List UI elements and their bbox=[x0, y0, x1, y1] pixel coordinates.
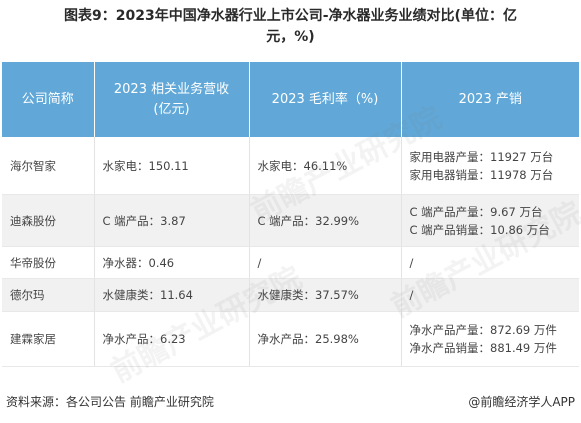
table-row: 建霖家居 净水产品：6.23 净水产品：25.98% 净水产品产量：872.69… bbox=[2, 311, 579, 367]
production-line-1: / bbox=[409, 255, 414, 270]
cell-margin: C 端产品：32.99% bbox=[249, 194, 402, 247]
table-row: 德尔玛 水健康类：11.64 水健康类：37.57% / bbox=[2, 278, 579, 312]
source-note: 资料来源：各公司公告 前瞻产业研究院 bbox=[6, 395, 214, 409]
cell-company: 海尔智家 bbox=[2, 137, 95, 195]
cell-production: / bbox=[401, 246, 579, 279]
production-line-1: C 端产品产量：9.67 万台 bbox=[409, 204, 543, 219]
header-company: 公司简称 bbox=[2, 62, 95, 137]
brand-text: @前瞻经济学人APP bbox=[468, 395, 575, 409]
production-line-2: 净水产品销量：881.49 万件 bbox=[409, 341, 557, 355]
comparison-table: 公司简称 2023 相关业务营收 (亿元) 2023 毛利率（%) 2023 产… bbox=[2, 62, 579, 367]
cell-company: 德尔玛 bbox=[2, 278, 95, 312]
page-title: 图表9：2023年中国净水器行业上市公司-净水器业务业绩对比(单位：亿 元，%) bbox=[0, 6, 581, 48]
table-row: 迪森股份 C 端产品：3.87 C 端产品：32.99% C 端产品产量：9.6… bbox=[2, 194, 579, 247]
cell-revenue: C 端产品：3.87 bbox=[94, 194, 250, 247]
cell-revenue: 水健康类：11.64 bbox=[94, 278, 250, 312]
cell-margin: 水健康类：37.57% bbox=[249, 278, 402, 312]
header-production: 2023 产销 bbox=[401, 62, 579, 137]
cell-revenue: 净水产品：6.23 bbox=[94, 311, 250, 367]
footer: 资料来源：各公司公告 前瞻产业研究院 @前瞻经济学人APP bbox=[6, 393, 575, 413]
cell-margin: 水家电：46.11% bbox=[249, 137, 402, 195]
header-revenue-line-2: (亿元) bbox=[153, 101, 190, 117]
table-row: 华帝股份 净水器：0.46 / / bbox=[2, 246, 579, 279]
header-margin: 2023 毛利率（%) bbox=[249, 62, 402, 137]
cell-company: 迪森股份 bbox=[2, 194, 95, 247]
table-row: 海尔智家 水家电：150.11 水家电：46.11% 家用电器产量：11927 … bbox=[2, 137, 579, 195]
cell-revenue: 水家电：150.11 bbox=[94, 137, 250, 195]
cell-company: 建霖家居 bbox=[2, 311, 95, 367]
header-revenue-line-1: 2023 相关业务营收 bbox=[113, 81, 230, 97]
cell-company: 华帝股份 bbox=[2, 246, 95, 279]
table-header-row: 公司简称 2023 相关业务营收 (亿元) 2023 毛利率（%) 2023 产… bbox=[2, 62, 579, 137]
production-line-1: 净水产品产量：872.69 万件 bbox=[409, 323, 557, 337]
cell-production: C 端产品产量：9.67 万台 C 端产品销量：10.86 万台 bbox=[401, 194, 579, 247]
production-line-2: 家用电器销量：11978 万台 bbox=[409, 167, 554, 182]
title-line-2: 元，%) bbox=[266, 29, 315, 45]
production-line-2: C 端产品销量：10.86 万台 bbox=[409, 222, 550, 237]
cell-margin: / bbox=[249, 246, 402, 279]
cell-revenue: 净水器：0.46 bbox=[94, 246, 250, 279]
title-line-1: 图表9：2023年中国净水器行业上市公司-净水器业务业绩对比(单位：亿 bbox=[64, 8, 517, 24]
production-line-1: 家用电器产量：11927 万台 bbox=[409, 149, 554, 164]
header-revenue: 2023 相关业务营收 (亿元) bbox=[94, 62, 250, 137]
cell-production: / bbox=[401, 278, 579, 312]
cell-production: 净水产品产量：872.69 万件 净水产品销量：881.49 万件 bbox=[401, 311, 579, 367]
cell-production: 家用电器产量：11927 万台 家用电器销量：11978 万台 bbox=[401, 137, 579, 195]
production-line-1: / bbox=[409, 288, 414, 302]
cell-margin: 净水产品：25.98% bbox=[249, 311, 402, 367]
brand-credit: @前瞻经济学人APP bbox=[468, 393, 575, 410]
